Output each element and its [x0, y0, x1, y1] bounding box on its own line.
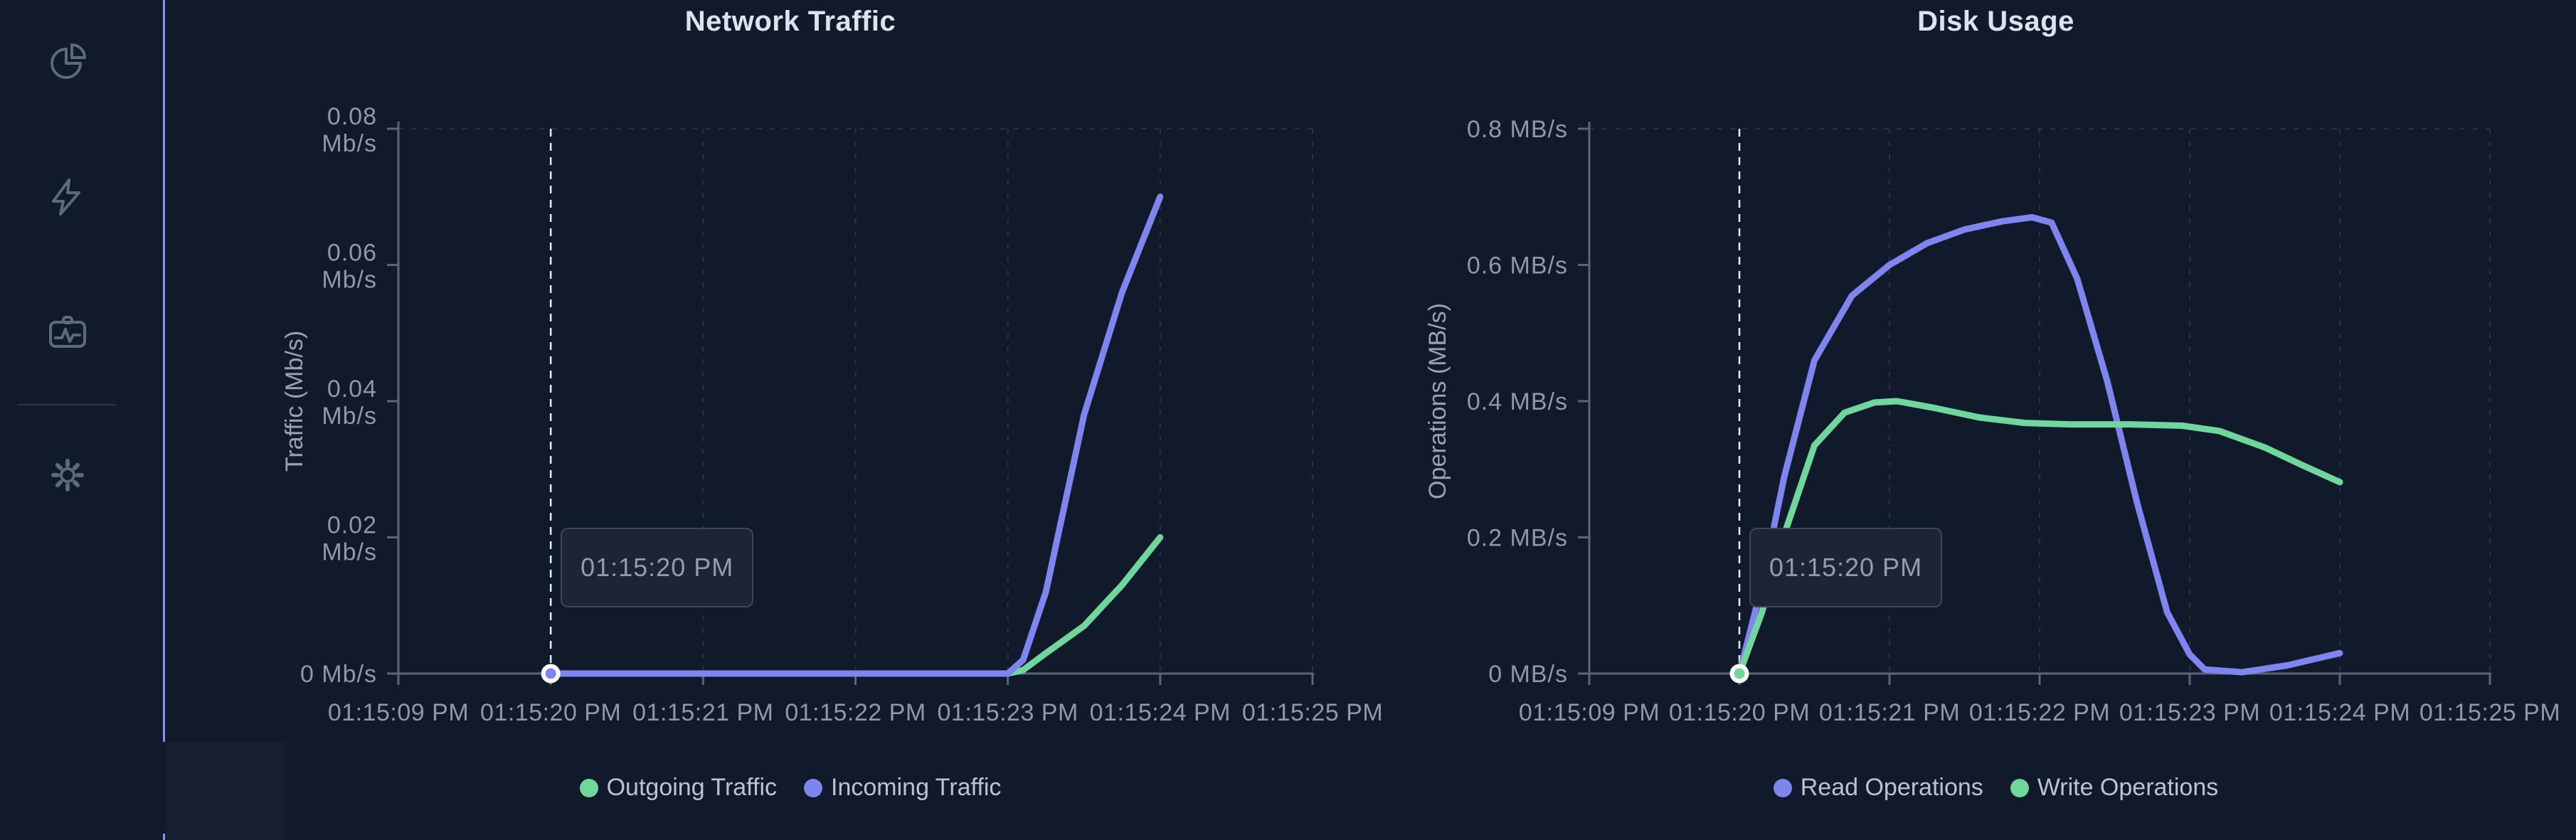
x-tick-label: 01:15:22 PM — [1969, 699, 2110, 726]
legend-dot — [804, 778, 823, 797]
y-axis-title: Traffic (Mb/s) — [281, 331, 308, 472]
y-tick-label: 0 MB/s — [1488, 661, 1568, 688]
x-tick-label: 01:15:25 PM — [2419, 699, 2560, 726]
chart-legend: Outgoing Traffic Incoming Traffic — [165, 774, 1416, 802]
chart-legend: Read Operations Write Operations — [1416, 774, 2576, 802]
y-tick-label: 0 Mb/s — [300, 661, 377, 688]
y-tick-label: 0.2 MB/s — [1467, 525, 1568, 552]
activity-monitor-icon[interactable] — [45, 309, 90, 355]
legend-dot — [2010, 778, 2029, 797]
cursor-tooltip: 01:15:20 PM — [1749, 528, 1942, 607]
y-tick-label: 0.02 — [327, 512, 377, 539]
y-axis-title: Operations (MB/s) — [1424, 303, 1451, 499]
cursor-tooltip: 01:15:20 PM — [561, 528, 754, 607]
chart-0[interactable]: 0 Mb/s0.02Mb/s0.04Mb/s0.06Mb/s0.08Mb/s01… — [281, 103, 1383, 726]
legend-label: Incoming Traffic — [831, 774, 1002, 801]
x-tick-label: 01:15:23 PM — [2119, 699, 2260, 726]
legend-label: Outgoing Traffic — [606, 774, 778, 801]
y-tick-label: 0.08 — [327, 103, 377, 130]
y-tick-label: 0.4 MB/s — [1467, 388, 1568, 415]
series-line-incoming-traffic — [547, 193, 1164, 677]
chart-title: Disk Usage — [1917, 6, 2074, 37]
legend-item-write-operations[interactable]: Write Operations — [2010, 774, 2218, 802]
lightning-icon[interactable] — [45, 174, 90, 220]
x-tick-label: 01:15:09 PM — [328, 699, 469, 726]
legend-label: Write Operations — [2037, 774, 2219, 801]
cursor-marker-inner — [1734, 668, 1745, 679]
next-row-panel — [165, 742, 285, 840]
network-traffic-card: Network Traffic Outgoing Traffic Incoming… — [165, 0, 1416, 840]
y-tick-label: Mb/s — [322, 267, 377, 294]
y-tick-label: 0.06 — [327, 240, 377, 267]
cursor-marker-inner — [545, 668, 556, 679]
legend-dot — [1773, 778, 1792, 797]
tooltip-time-label: 01:15:20 PM — [1769, 553, 1923, 582]
sidebar — [0, 0, 163, 840]
legend-item-incoming-traffic[interactable]: Incoming Traffic — [804, 774, 1001, 802]
disk-usage-card: Disk Usage Read Operations Write Operatio… — [1416, 0, 2576, 840]
x-tick-label: 01:15:25 PM — [1242, 699, 1383, 726]
y-tick-label: 0.8 MB/s — [1467, 116, 1568, 143]
sidebar-divider — [17, 404, 116, 405]
x-tick-label: 01:15:20 PM — [1669, 699, 1810, 726]
chart-1[interactable]: 0 MB/s 0.2 MB/s 0.4 MB/s 0.6 MB/s 0.8 MB/s 01… — [1424, 116, 2560, 726]
x-tick-label: 01:15:20 PM — [480, 699, 621, 726]
legend-label: Read Operations — [1800, 774, 1983, 801]
x-tick-label: 01:15:24 PM — [2269, 699, 2410, 726]
legend-item-outgoing-traffic[interactable]: Outgoing Traffic — [579, 774, 778, 802]
x-tick-label: 01:15:23 PM — [938, 699, 1078, 726]
tooltip-time-label: 01:15:20 PM — [581, 553, 734, 582]
y-tick-label: Mb/s — [322, 130, 377, 157]
y-tick-label: 0.04 — [327, 376, 377, 403]
next-row-accent-border — [163, 834, 165, 840]
pie-chart-icon[interactable] — [45, 39, 90, 85]
y-tick-label: Mb/s — [322, 539, 377, 566]
series-line-read-operations — [1736, 214, 2343, 677]
x-tick-label: 01:15:24 PM — [1090, 699, 1231, 726]
legend-dot — [579, 778, 598, 797]
content-accent-border — [163, 0, 165, 742]
chart-title: Network Traffic — [684, 6, 896, 37]
x-tick-label: 01:15:21 PM — [1819, 699, 1960, 726]
x-tick-label: 01:15:22 PM — [785, 699, 926, 726]
gear-icon[interactable] — [45, 452, 90, 498]
x-tick-label: 01:15:09 PM — [1519, 699, 1660, 726]
series-line-write-operations — [1736, 398, 2343, 677]
x-tick-label: 01:15:21 PM — [632, 699, 773, 726]
y-tick-label: Mb/s — [322, 403, 377, 430]
y-tick-label: 0.6 MB/s — [1467, 252, 1568, 280]
legend-item-read-operations[interactable]: Read Operations — [1773, 774, 1983, 802]
